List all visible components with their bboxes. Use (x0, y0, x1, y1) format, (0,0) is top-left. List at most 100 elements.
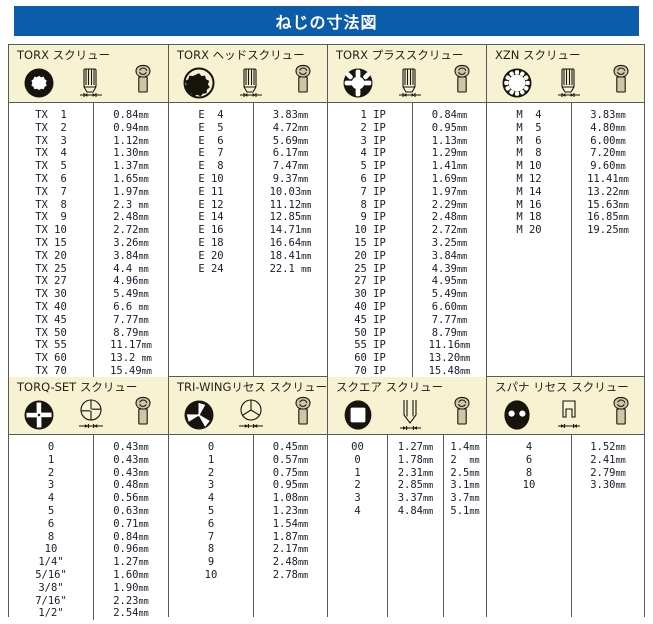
dimension-value: 1.41 (432, 160, 457, 172)
table-band-top: TORX スクリュー (9, 45, 644, 376)
cell-dimension: 0.48mm (94, 479, 168, 492)
section-header-torx-plus: TORX プラススクリュー (328, 45, 486, 103)
dimension-unit: mm (139, 533, 149, 543)
dimension-unit: mm (298, 149, 308, 159)
cell-dimension: 1.90mm (94, 582, 168, 595)
dimension-unit: mm (142, 367, 152, 377)
dimension-unit: mm (139, 597, 149, 607)
cell-size: 8 (169, 543, 253, 556)
cell-size: TX 15 (9, 237, 93, 250)
dimension-value: 2.48 (273, 556, 298, 568)
section-body-torx-plus: 1 IP 2 IP 3 IP 4 IP 5 IP 6 IP 7 IP 8 IP … (328, 103, 486, 378)
dimension-value: 2.85 (398, 479, 423, 491)
dimension-value: 1.08 (273, 492, 298, 504)
cell-dimension: 14.71mm (254, 224, 327, 237)
cell-size: M 16 (487, 199, 571, 212)
dimension-value: 3.30 (590, 479, 615, 491)
dimension-unit: mm (139, 571, 149, 581)
dimension-unit: mm (298, 469, 308, 479)
dimension-unit: mm (457, 316, 467, 326)
dimension-value: 6.60 (432, 301, 457, 313)
cell-dimension: 1.65mm (94, 173, 168, 186)
cell-size: TX 9 (9, 211, 93, 224)
dimension-value: 11.12 (270, 199, 302, 211)
cell-size: 5/16" (9, 569, 93, 582)
dimension-value: 0.57 (273, 454, 298, 466)
cell-size: 10 (487, 479, 571, 492)
cell-dimension: 0.45mm (254, 441, 327, 454)
cell-dimension-b: 2 mm (444, 454, 486, 467)
cell-size: 1 IP (328, 109, 412, 122)
page-title: ねじの寸法図 (275, 9, 377, 33)
cell-size: 1 (169, 454, 253, 467)
dimension-value: 2.78 (273, 569, 298, 581)
dimension-value: 0.96 (113, 543, 138, 555)
table-band-bottom: TORQ-SET スクリュー (9, 376, 644, 617)
dimension-value: 7.20 (590, 147, 615, 159)
screw-head-icon (436, 395, 486, 435)
dimension-unit: mm (616, 469, 626, 479)
section-spanner: スパナ リセス スクリュー 468101.52m (487, 377, 644, 617)
torx-plus-socket-icon (332, 63, 384, 103)
spanner-bit-side-view-icon (543, 395, 595, 435)
cell-size: 1/4" (9, 556, 93, 569)
cell-size: 10 IP (328, 224, 412, 237)
dimension-value: 0.43 (113, 467, 138, 479)
cell-size: 7/16" (9, 595, 93, 608)
dimension-value: 2.72 (113, 224, 138, 236)
dimension-value: 1.12 (113, 135, 138, 147)
dimension-value: 2.31 (398, 467, 423, 479)
section-body-xzn: M 4M 5M 6M 8M 10M 12M 14M 16M 18M 203.83… (487, 103, 644, 376)
cell-size: E 16 (169, 224, 253, 237)
dimension-unit: mm (423, 507, 433, 517)
torq-set-cross-icon (13, 395, 65, 435)
dimension-value: 1.27 (398, 441, 423, 453)
dimension-unit: mm (139, 329, 149, 339)
section-icons-torx-plus (332, 63, 486, 103)
dimension-value: 16.85 (587, 211, 619, 223)
cell-dimension: 1.87mm (254, 531, 327, 544)
dimension-unit: mm (139, 303, 149, 313)
section-icons-xzn (491, 63, 644, 103)
dimension-value: 1.13 (432, 135, 457, 147)
cell-dimension: 1.60mm (94, 569, 168, 582)
dimension-value: 2.48 (432, 211, 457, 223)
dimension-unit: mm (139, 239, 149, 249)
cell-size: 20 IP (328, 250, 412, 263)
cell-dimension: 7.47mm (254, 160, 327, 173)
cell-size: M 20 (487, 224, 571, 237)
cell-size: 5 IP (328, 160, 412, 173)
section-header-tri-wing: TRI-WINGリセス スクリュー (169, 377, 327, 435)
cell-dimension: 16.85mm (572, 211, 644, 224)
dimension-b-unit: mm (469, 443, 479, 453)
column-size-xzn: M 4M 5M 6M 8M 10M 12M 14M 16M 18M 20 (487, 103, 572, 376)
cell-dimension: 0.43mm (94, 454, 168, 467)
dimension-b-value: 2.5 (450, 467, 469, 479)
dimension-unit: mm (301, 226, 311, 236)
dimension-value: 1.30 (113, 147, 138, 159)
dimension-b-unit: mm (469, 494, 479, 504)
dimension-value: 0.84 (113, 109, 138, 121)
dimension-value: 0.84 (113, 531, 138, 543)
section-title-torx-head: TORX ヘッドスクリュー (177, 47, 305, 63)
screw-types-table: TORX スクリュー (8, 44, 645, 617)
dimension-value: 8.79 (432, 327, 457, 339)
bit-side-view-icon (384, 63, 436, 103)
dimension-unit: mm (139, 213, 149, 223)
dimension-unit: mm (139, 494, 149, 504)
column-dimension-torx: 0.84mm0.94mm1.12mm1.30mm1.37mm1.65mm1.97… (94, 103, 168, 378)
dimension-value: 9.60 (590, 160, 615, 172)
dimension-unit: mm (619, 213, 629, 223)
section-torx-plus: TORX プラススクリュー (328, 45, 487, 376)
dimension-unit: mm (616, 124, 626, 134)
cell-dimension: 11.41mm (572, 173, 644, 186)
dimension-unit: mm (298, 137, 308, 147)
column-size-torx-head: E 4E 5E 6E 7E 8E 10E 11E 12E 14E 16E 18E… (169, 103, 254, 376)
cell-size: 50 IP (328, 327, 412, 340)
cell-dimension: 0.84mm (413, 109, 486, 122)
dimension-value: 11.41 (587, 173, 619, 185)
dimension-value: 2.41 (590, 454, 615, 466)
screw-head-icon (595, 395, 644, 435)
dimension-b-value: 2 (450, 454, 469, 466)
dimension-unit: mm (423, 443, 433, 453)
